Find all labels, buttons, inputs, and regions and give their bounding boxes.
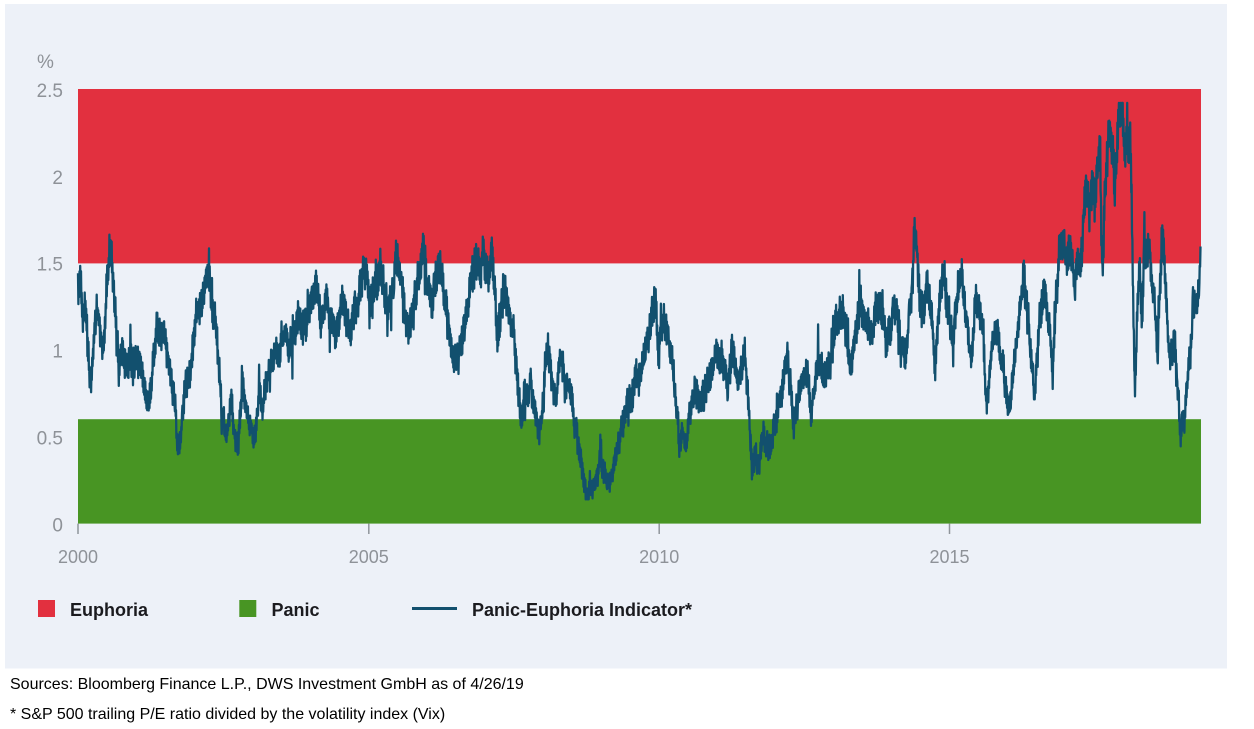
svg-text:0: 0 [52, 516, 63, 537]
svg-text:2015: 2015 [929, 547, 969, 567]
svg-text:2005: 2005 [349, 547, 389, 567]
svg-text:Panic-Euphoria Indicator*: Panic-Euphoria Indicator* [472, 600, 692, 620]
svg-text:0.5: 0.5 [37, 429, 63, 450]
svg-text:Euphoria: Euphoria [70, 600, 149, 620]
svg-text:2.5: 2.5 [37, 81, 63, 102]
svg-text:2000: 2000 [58, 547, 98, 567]
svg-text:Panic: Panic [272, 600, 320, 620]
svg-text:2: 2 [52, 168, 63, 189]
svg-text:1: 1 [52, 342, 63, 363]
svg-text:2010: 2010 [639, 547, 679, 567]
svg-text:%: % [37, 52, 54, 73]
svg-text:1.5: 1.5 [37, 255, 63, 276]
